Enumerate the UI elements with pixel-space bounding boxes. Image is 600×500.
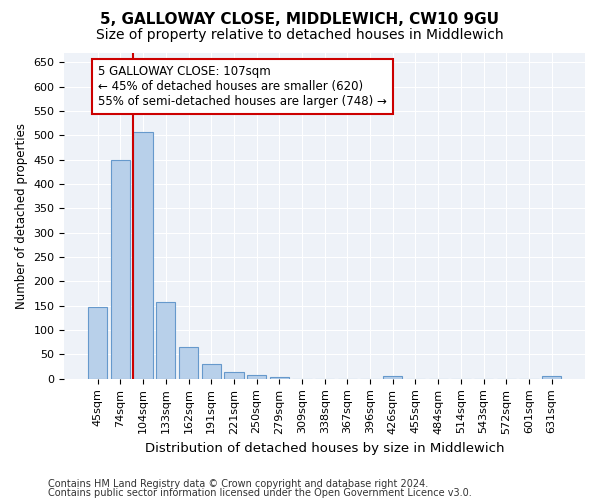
Bar [179, 347, 198, 379]
Bar [542, 376, 562, 379]
Bar [88, 306, 107, 379]
Bar [202, 364, 221, 379]
Text: Size of property relative to detached houses in Middlewich: Size of property relative to detached ho… [96, 28, 504, 42]
Y-axis label: Number of detached properties: Number of detached properties [15, 122, 28, 308]
Bar [269, 377, 289, 379]
Text: 5 GALLOWAY CLOSE: 107sqm
← 45% of detached houses are smaller (620)
55% of semi-: 5 GALLOWAY CLOSE: 107sqm ← 45% of detach… [98, 64, 387, 108]
Bar [224, 372, 244, 379]
Bar [156, 302, 175, 379]
Bar [247, 375, 266, 379]
Text: Contains HM Land Registry data © Crown copyright and database right 2024.: Contains HM Land Registry data © Crown c… [48, 479, 428, 489]
Text: 5, GALLOWAY CLOSE, MIDDLEWICH, CW10 9GU: 5, GALLOWAY CLOSE, MIDDLEWICH, CW10 9GU [101, 12, 499, 28]
Bar [111, 160, 130, 379]
X-axis label: Distribution of detached houses by size in Middlewich: Distribution of detached houses by size … [145, 442, 505, 455]
Bar [383, 376, 403, 379]
Bar [133, 132, 153, 379]
Text: Contains public sector information licensed under the Open Government Licence v3: Contains public sector information licen… [48, 488, 472, 498]
